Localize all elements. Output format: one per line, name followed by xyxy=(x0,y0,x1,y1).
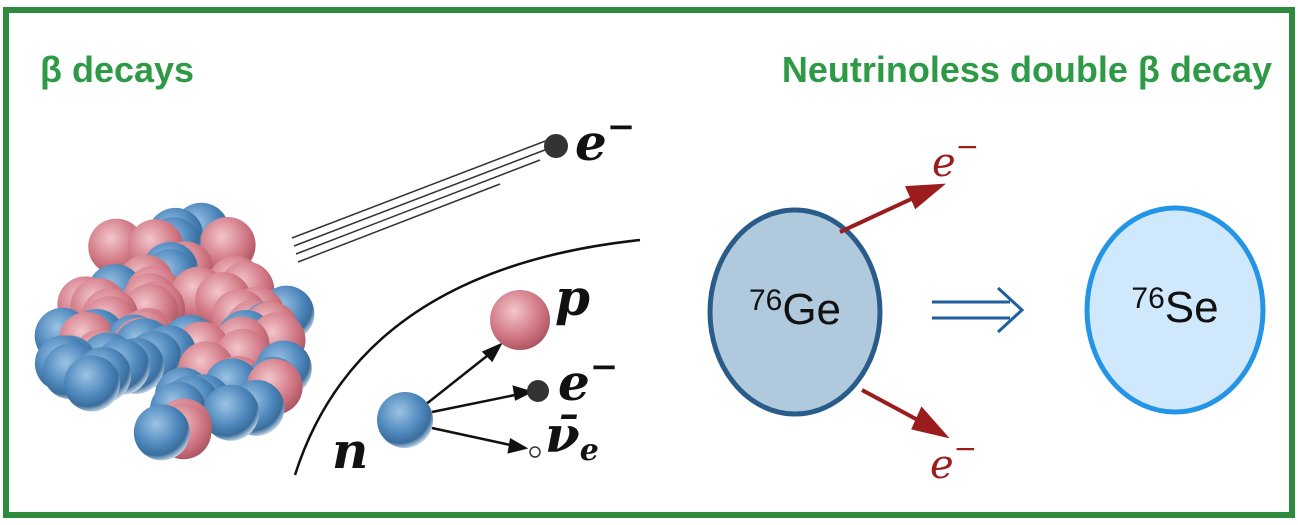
antineutrino xyxy=(530,447,540,457)
mass-number: 76 xyxy=(1131,282,1164,315)
electron-dot xyxy=(544,134,568,158)
symbol: e xyxy=(932,140,956,186)
superscript: − xyxy=(954,432,977,465)
superscript: − xyxy=(590,347,619,387)
proton-label: p xyxy=(555,268,590,327)
mass-number: 76 xyxy=(749,284,782,317)
symbol: ν̄ xyxy=(545,405,580,464)
left-title: β decays xyxy=(40,49,194,90)
superscript: − xyxy=(607,107,636,147)
electron xyxy=(527,380,549,402)
neutron-sphere xyxy=(134,404,190,460)
neutron xyxy=(377,392,433,448)
neutron-label: n xyxy=(332,421,368,480)
neutron-sphere xyxy=(64,355,120,411)
proton xyxy=(490,290,550,350)
symbol: e xyxy=(575,113,607,172)
element: Se xyxy=(1165,283,1219,332)
element: Ge xyxy=(782,285,841,334)
symbol: e xyxy=(558,353,590,412)
diagram: β decays Neutrinoless double β decay e− … xyxy=(0,0,1298,525)
superscript: − xyxy=(956,130,979,163)
symbol: e xyxy=(930,442,954,488)
subscript: e xyxy=(580,433,599,468)
right-title: Neutrinoless double β decay xyxy=(782,49,1272,90)
